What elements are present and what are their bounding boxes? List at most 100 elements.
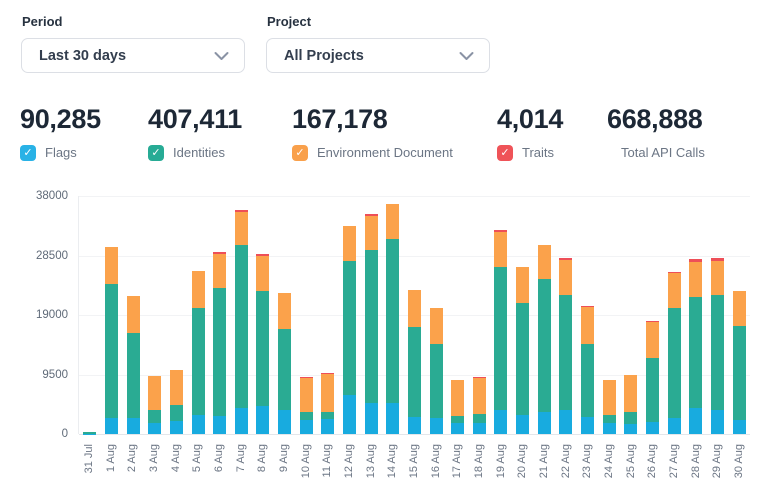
bar-segment-flags [343, 395, 356, 434]
bar-segment-environment-document [213, 254, 227, 289]
bar-25-aug[interactable] [620, 196, 642, 434]
bar-5-aug[interactable] [187, 196, 209, 434]
project-dropdown-value: All Projects [284, 47, 364, 64]
bar-segment-flags [516, 415, 530, 434]
x-tick-label: 27 Aug [667, 444, 680, 479]
bar-2-aug[interactable] [122, 196, 144, 434]
bar-segment-flags [689, 408, 703, 434]
bar-segment-identities [624, 411, 638, 424]
x-tick: 24 Aug [598, 440, 620, 494]
bar-13-aug[interactable] [360, 196, 382, 434]
bar-22-aug[interactable] [555, 196, 577, 434]
bar-segment-environment-document [667, 272, 681, 308]
bar-20-aug[interactable] [512, 196, 534, 434]
period-dropdown-value: Last 30 days [39, 47, 127, 64]
x-tick-label: 7 Aug [234, 444, 247, 473]
y-tick-label: 38000 [36, 190, 68, 202]
x-tick: 18 Aug [468, 440, 490, 494]
bar-segment-identities [451, 415, 465, 424]
bar-segment-environment-document [169, 369, 183, 405]
gridline [79, 434, 750, 435]
bar-23-aug[interactable] [577, 196, 599, 434]
bar-8-aug[interactable] [252, 196, 274, 434]
bar-segment-environment-document [256, 255, 270, 291]
bar-17-aug[interactable] [447, 196, 469, 434]
bar-segment-environment-document [429, 308, 443, 345]
project-filter: Project All Projects [266, 8, 490, 73]
api-usage-chart: 0 9500 19000 28500 38000 31 Jul 1 Aug 2 Aug 3 A… [0, 190, 780, 498]
bar-6-aug[interactable] [209, 196, 231, 434]
bar-28-aug[interactable] [685, 196, 707, 434]
chevron-down-icon [459, 51, 474, 60]
x-tick-label: 19 Aug [494, 444, 507, 479]
bar-segment-environment-document [645, 321, 659, 359]
bar-segment-identities [364, 250, 378, 404]
period-dropdown[interactable]: Last 30 days [21, 38, 245, 73]
stat-value: 668,888 [607, 104, 703, 134]
bar-26-aug[interactable] [642, 196, 664, 434]
bar-12-aug[interactable] [339, 196, 361, 434]
stat-column: 90,285 ✓ Flags [20, 103, 101, 162]
stat-checkbox[interactable]: ✓ [148, 144, 164, 161]
bar-11-aug[interactable] [317, 196, 339, 434]
project-dropdown[interactable]: All Projects [266, 38, 490, 73]
bar-segment-identities [516, 302, 530, 416]
bar-segment-identities [407, 326, 421, 417]
bar-segment-environment-document [516, 267, 530, 303]
bar-14-aug[interactable] [382, 196, 404, 434]
stat-checkbox[interactable]: ✓ [292, 144, 308, 161]
bar-segment-flags [364, 403, 378, 434]
bar-segment-environment-document [472, 377, 486, 415]
stat-label: Environment Document [317, 145, 453, 161]
bar-segment-identities [537, 279, 551, 412]
x-tick-label: 29 Aug [711, 444, 724, 479]
bar-segment-flags [256, 406, 270, 434]
bar-24-aug[interactable] [598, 196, 620, 434]
bar-segment-environment-document [148, 376, 162, 411]
stat-label-row: ✓ Environment Document [292, 144, 453, 162]
bar-segment-traits [559, 257, 573, 261]
x-tick: 13 Aug [360, 440, 382, 494]
x-tick-label: 12 Aug [342, 444, 355, 479]
bar-10-aug[interactable] [295, 196, 317, 434]
bar-15-aug[interactable] [404, 196, 426, 434]
bar-1-aug[interactable] [101, 196, 123, 434]
bar-segment-identities [104, 284, 118, 418]
stat-checkbox[interactable]: ✓ [20, 144, 36, 161]
bar-19-aug[interactable] [490, 196, 512, 434]
x-tick: 15 Aug [403, 440, 425, 494]
bar-4-aug[interactable] [166, 196, 188, 434]
x-tick-label: 17 Aug [451, 444, 464, 479]
stat-label: Flags [45, 145, 77, 161]
x-tick-label: 6 Aug [212, 444, 225, 473]
x-tick: 8 Aug [251, 440, 273, 494]
bar-29-aug[interactable] [707, 196, 729, 434]
bar-segment-flags [602, 423, 616, 434]
bar-segment-flags [667, 418, 681, 434]
bar-segment-identities [732, 326, 746, 421]
bar-segment-identities [667, 307, 681, 419]
bar-27-aug[interactable] [663, 196, 685, 434]
stat-label: Total API Calls [621, 145, 705, 161]
bar-segment-flags [299, 419, 313, 434]
bar-segment-identities [126, 333, 140, 419]
bar-segment-environment-document [364, 216, 378, 251]
stat-checkbox[interactable]: ✓ [497, 144, 513, 161]
bar-31-jul[interactable] [79, 196, 101, 434]
project-label: Project [267, 14, 312, 29]
bar-3-aug[interactable] [144, 196, 166, 434]
bar-segment-flags [104, 417, 118, 434]
bar-7-aug[interactable] [230, 196, 252, 434]
x-tick: 25 Aug [620, 440, 642, 494]
bar-21-aug[interactable] [533, 196, 555, 434]
bar-segment-identities [602, 415, 616, 424]
bar-16-aug[interactable] [425, 196, 447, 434]
bar-segment-identities [559, 295, 573, 411]
stat-column: 668,888 Total API Calls [607, 103, 705, 162]
bar-9-aug[interactable] [274, 196, 296, 434]
bar-segment-environment-document [581, 306, 595, 345]
bar-18-aug[interactable] [469, 196, 491, 434]
bar-segment-environment-document [710, 260, 724, 296]
checkmark-icon: ✓ [23, 146, 33, 159]
bar-30-aug[interactable] [728, 196, 750, 434]
